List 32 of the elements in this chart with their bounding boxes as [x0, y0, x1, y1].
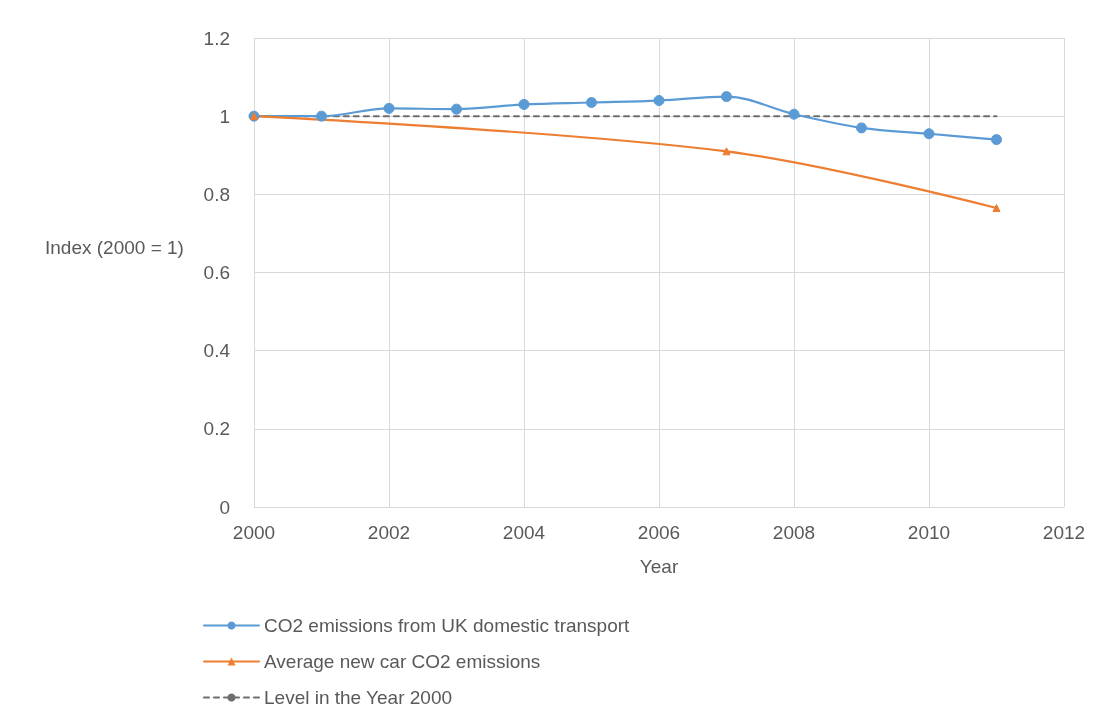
legend-label: Average new car CO2 emissions	[264, 651, 541, 672]
legend-label: Level in the Year 2000	[264, 687, 453, 708]
x-tick-label: 2006	[637, 522, 681, 543]
x-tick-label: 2000	[232, 522, 276, 543]
point	[451, 103, 462, 115]
point	[721, 91, 732, 103]
point	[923, 128, 935, 140]
point	[992, 204, 1001, 213]
legend-label: CO2 emissions from UK domestic transport	[264, 615, 631, 636]
x-tick-label: 2008	[772, 522, 816, 543]
y-tick-label: 1.2	[203, 27, 230, 49]
point	[788, 108, 800, 120]
point	[856, 122, 867, 134]
x-tick-label: 2004	[502, 522, 546, 543]
y-tick-label: 0.4	[203, 340, 231, 362]
point	[722, 147, 731, 156]
x-axis-title: Year	[639, 556, 679, 577]
y-tick-label: 0.6	[203, 262, 230, 283]
point	[383, 102, 395, 114]
point	[316, 110, 327, 122]
point	[653, 95, 665, 107]
x-tick-label: 2010	[907, 522, 951, 543]
point	[586, 96, 597, 108]
y-tick-label: 0	[219, 496, 230, 518]
y-axis-title: Index (2000 = 1)	[45, 237, 184, 258]
point	[518, 98, 530, 110]
x-tick-label: 2002	[367, 522, 411, 543]
point	[991, 134, 1002, 146]
y-tick-label: 0.2	[203, 418, 230, 440]
y-tick-label: 0.8	[203, 183, 230, 205]
y-tick-label: 1	[219, 105, 230, 127]
x-tick-label: 2012	[1042, 522, 1086, 543]
